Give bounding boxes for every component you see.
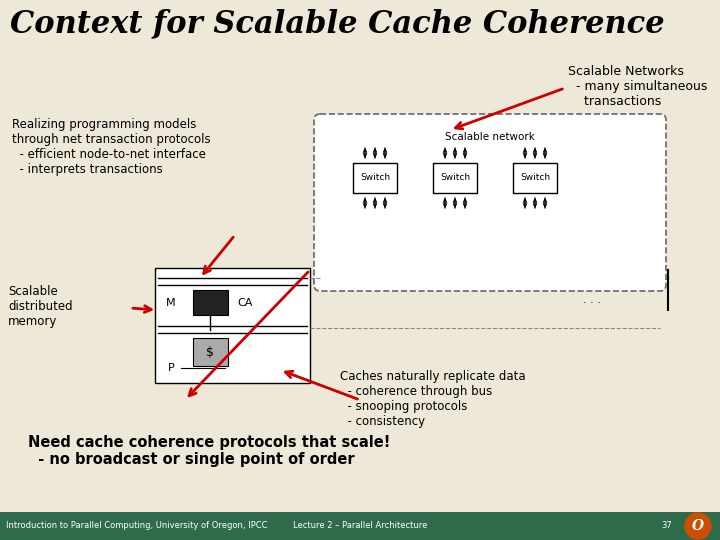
Text: Realizing programming models
through net transaction protocols
  - efficient nod: Realizing programming models through net… <box>12 118 211 176</box>
Text: Caches naturally replicate data
  - coherence through bus
  - snooping protocols: Caches naturally replicate data - cohere… <box>340 370 526 428</box>
Text: CA: CA <box>238 298 253 308</box>
Text: Introduction to Parallel Computing, University of Oregon, IPCC: Introduction to Parallel Computing, Univ… <box>6 522 268 530</box>
Text: Need cache coherence protocols that scale!
  - no broadcast or single point of o: Need cache coherence protocols that scal… <box>28 435 390 468</box>
Text: O: O <box>692 519 704 533</box>
Text: Switch: Switch <box>520 173 550 183</box>
Bar <box>193 290 228 315</box>
Text: Lecture 2 – Parallel Architecture: Lecture 2 – Parallel Architecture <box>293 522 427 530</box>
Text: . . .: . . . <box>583 295 601 305</box>
Circle shape <box>685 513 711 539</box>
Text: Switch: Switch <box>440 173 470 183</box>
Text: $: $ <box>206 346 214 359</box>
FancyBboxPatch shape <box>314 114 666 291</box>
Text: 37: 37 <box>661 522 672 530</box>
Bar <box>353 163 397 193</box>
Text: Scalable
distributed
memory: Scalable distributed memory <box>8 285 73 328</box>
Bar <box>155 268 310 383</box>
Bar <box>0 512 720 540</box>
Text: Context for Scalable Cache Coherence: Context for Scalable Cache Coherence <box>10 8 665 39</box>
Bar <box>513 163 557 193</box>
Bar <box>433 163 477 193</box>
Text: P: P <box>168 363 174 373</box>
Bar <box>193 338 228 366</box>
Text: M: M <box>166 298 176 308</box>
Text: Switch: Switch <box>360 173 390 183</box>
Text: Scalable Networks
  - many simultaneous
    transactions: Scalable Networks - many simultaneous tr… <box>568 65 707 108</box>
Text: Scalable network: Scalable network <box>445 132 535 142</box>
